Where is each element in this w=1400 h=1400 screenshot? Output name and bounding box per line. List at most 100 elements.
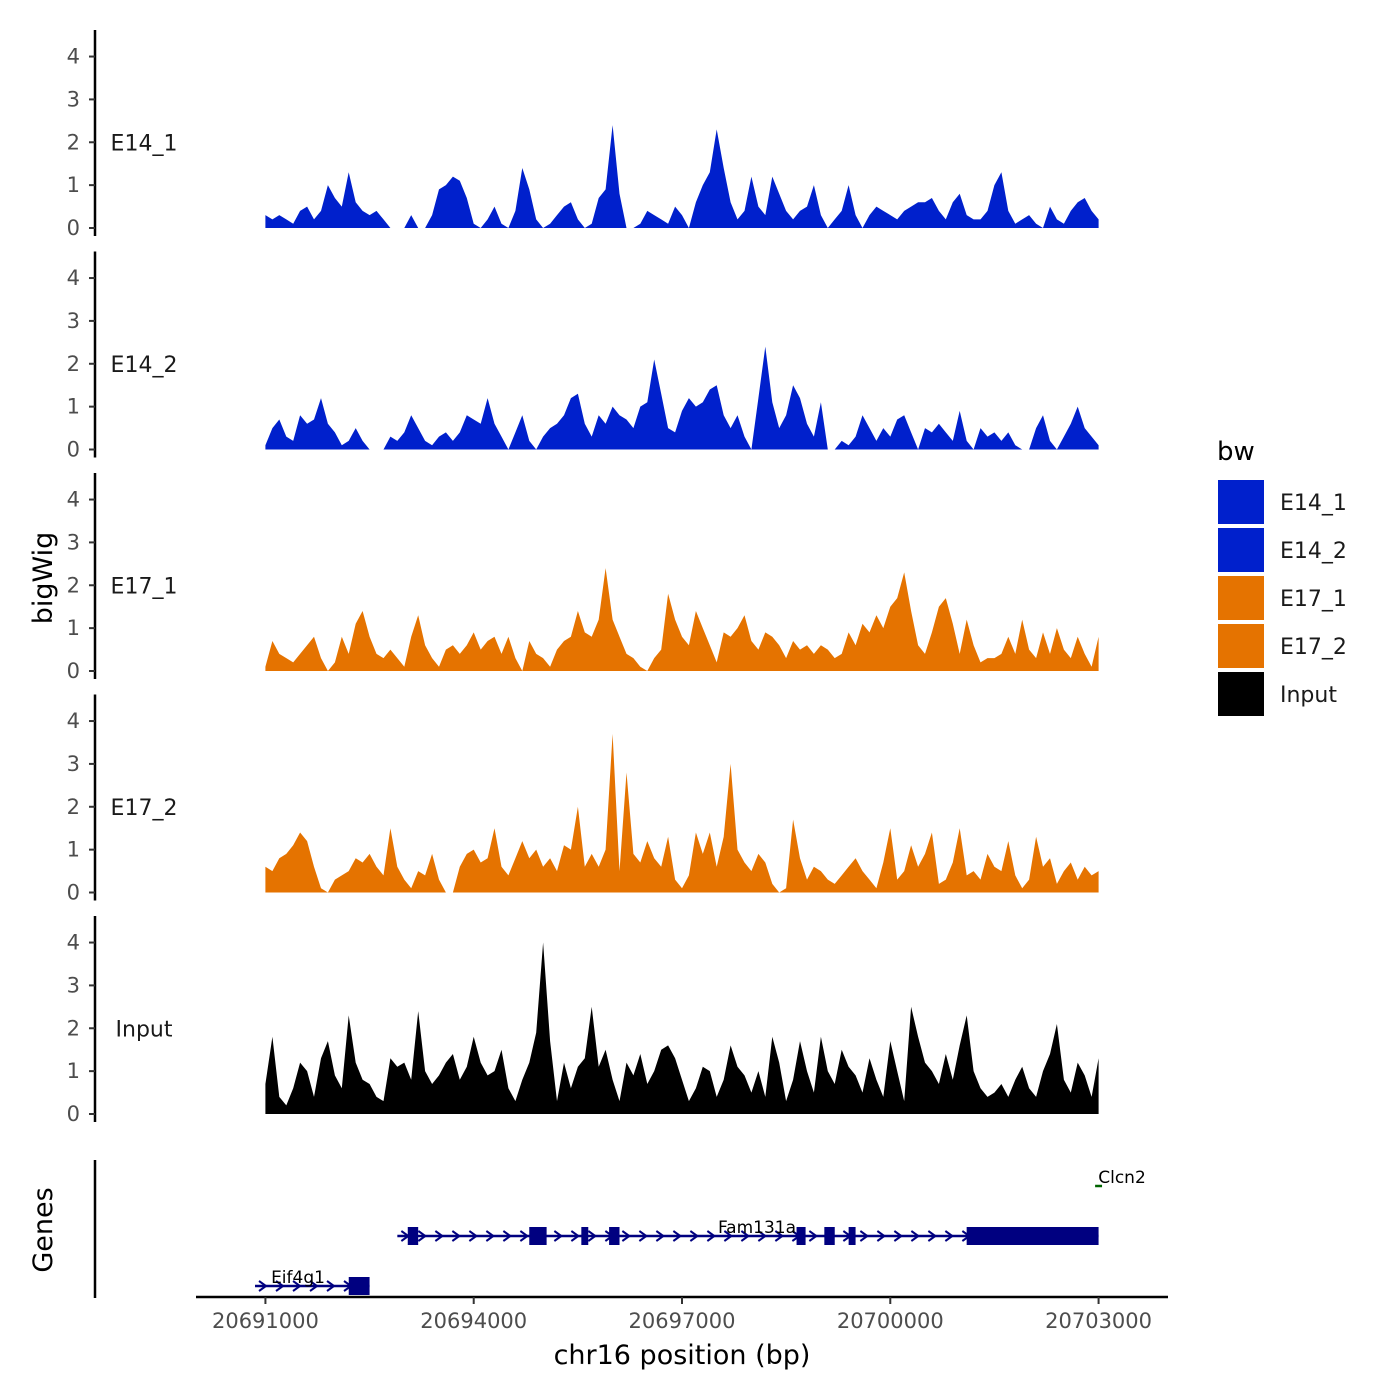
gene-exon: [796, 1227, 806, 1245]
y-tick-label: 2: [67, 130, 80, 154]
y-tick-label: 1: [67, 173, 80, 197]
legend-swatch-e17_2: [1218, 624, 1264, 668]
legend-title: bw: [1217, 437, 1255, 467]
coverage-area-input: [265, 942, 1099, 1114]
legend: bw E14_1 E14_2 E17_1 E17_2 Input: [1217, 437, 1347, 716]
legend-label: E14_1: [1280, 491, 1347, 516]
strand-arrow: [485, 1230, 496, 1242]
coverage-tracks: 0 1 2 3 4 E14_1 0 1 2 3 4 E14_2 0 1 2 3 4 E17_1 0 1 2 3 4 E17_2…: [67, 30, 1099, 1126]
strand-arrow: [927, 1230, 938, 1242]
y-tick-label: 3: [67, 973, 80, 997]
strand-arrow: [774, 1230, 785, 1242]
track-label: Input: [116, 1017, 173, 1042]
strand-arrow: [638, 1230, 649, 1242]
strand-arrow: [757, 1230, 768, 1242]
gene-exon: [529, 1227, 547, 1245]
strand-arrow: [417, 1230, 428, 1242]
legend-label: E17_2: [1280, 635, 1347, 660]
coverage-area-e17_2: [265, 733, 1099, 893]
gene-label: Fam131a: [718, 1218, 796, 1238]
track-label: E17_1: [111, 574, 178, 599]
legend-swatch-input: [1218, 672, 1264, 716]
strand-arrow: [553, 1230, 564, 1242]
strand-arrow: [893, 1230, 904, 1242]
y-tick-label: 3: [67, 309, 80, 333]
y-tick-label: 1: [67, 395, 80, 419]
y-tick-label: 0: [67, 438, 80, 462]
gene-exon: [581, 1227, 589, 1245]
coverage-area-e14_2: [265, 346, 1099, 450]
y-tick-label: 1: [67, 1059, 80, 1083]
x-tick-label: 20703000: [1045, 1309, 1152, 1333]
gene-exon: [348, 1277, 370, 1295]
x-tick-label: 20697000: [629, 1309, 736, 1333]
strand-arrow: [468, 1230, 479, 1242]
strand-arrow: [944, 1230, 955, 1242]
gene-label: Clcn2: [1098, 1168, 1146, 1188]
y-tick-label: 3: [67, 530, 80, 554]
y-tick-label: 4: [67, 709, 80, 733]
strand-arrow: [859, 1230, 870, 1242]
legend-swatch-e14_1: [1218, 480, 1264, 524]
track-e14_2: 0 1 2 3 4 E14_2: [67, 251, 1099, 462]
gene-label: Eif4g1: [271, 1268, 325, 1288]
track-label: E14_2: [111, 353, 178, 378]
coverage-area-e14_1: [265, 125, 1099, 228]
strand-arrow: [740, 1230, 751, 1242]
strand-arrow: [434, 1230, 445, 1242]
y-tick-label: 0: [67, 659, 80, 683]
y-tick-label: 1: [67, 616, 80, 640]
gene-exon: [966, 1227, 1099, 1245]
strand-arrow: [258, 1280, 268, 1292]
x-tick-label: 20691000: [212, 1309, 319, 1333]
legend-label: E14_2: [1280, 539, 1347, 564]
strand-arrow: [910, 1230, 921, 1242]
y-tick-label: 0: [67, 1102, 80, 1126]
gene-exon: [848, 1227, 856, 1245]
strand-arrow: [655, 1230, 666, 1242]
x-axis: 20691000 20694000 20697000 20700000 20703000: [196, 1295, 1168, 1333]
strand-arrow: [876, 1230, 887, 1242]
y-tick-label: 0: [67, 216, 80, 240]
strand-arrow: [723, 1230, 734, 1242]
x-tick-label: 20694000: [420, 1309, 527, 1333]
legend-label: Input: [1280, 683, 1337, 708]
strand-arrow: [451, 1230, 462, 1242]
coverage-area-e17_1: [265, 568, 1099, 671]
track-e14_1: 0 1 2 3 4 E14_1: [67, 30, 1099, 240]
y-tick-label: 1: [67, 838, 80, 862]
strand-arrow: [502, 1230, 513, 1242]
strand-arrow: [808, 1230, 819, 1242]
legend-label: E17_1: [1280, 587, 1347, 612]
strand-arrow: [706, 1230, 717, 1242]
track-e17_1: 0 1 2 3 4 E17_1: [67, 473, 1099, 683]
legend-swatch-e17_1: [1218, 576, 1264, 620]
y-tick-label: 4: [67, 45, 80, 69]
gene-exon: [824, 1227, 835, 1245]
strand-arrow: [326, 1280, 336, 1292]
y-tick-label: 3: [67, 752, 80, 776]
track-label: E17_2: [111, 796, 178, 821]
y-tick-label: 4: [67, 931, 80, 955]
y-tick-label: 3: [67, 87, 80, 111]
strand-arrow: [570, 1230, 581, 1242]
gene-exon: [609, 1227, 620, 1245]
strand-arrow: [587, 1230, 598, 1242]
y-tick-label: 2: [67, 352, 80, 376]
gene-eif4g1: Eif4g1: [255, 1268, 370, 1295]
y-axis-title: bigWig: [28, 532, 59, 625]
strand-arrow: [519, 1230, 530, 1242]
strand-arrow: [292, 1280, 302, 1292]
y-tick-label: 2: [67, 573, 80, 597]
strand-arrow: [621, 1230, 632, 1242]
genes-axis-title: Genes: [28, 1187, 59, 1272]
y-tick-label: 2: [67, 1016, 80, 1040]
x-tick-label: 20700000: [837, 1309, 944, 1333]
track-input: 0 1 2 3 4 Input: [67, 916, 1099, 1126]
track-e17_2: 0 1 2 3 4 E17_2: [67, 694, 1099, 905]
track-label: E14_1: [111, 131, 178, 156]
y-tick-label: 4: [67, 266, 80, 290]
gene-clcn2: Clcn2: [1095, 1168, 1146, 1188]
